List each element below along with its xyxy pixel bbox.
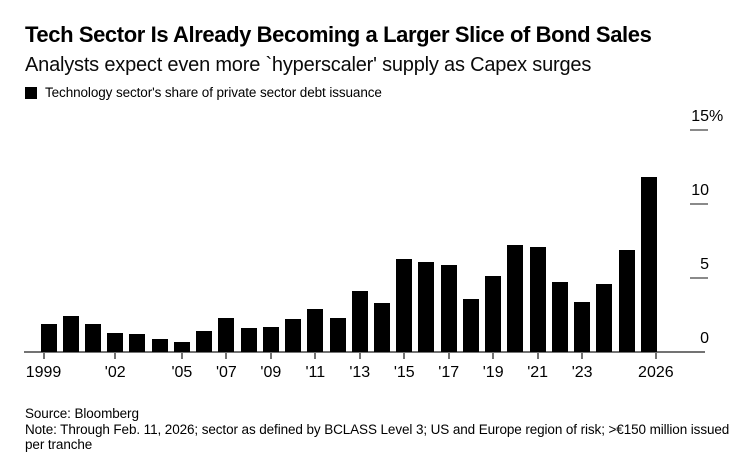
x-tick-mark-2009 [269,353,272,359]
x-tick-mark-2002 [114,353,117,359]
bar-2014 [374,303,391,352]
bar-2023 [574,301,591,352]
bar-2007 [218,317,235,352]
x-tick-mark-2019 [492,353,495,359]
bar-2020 [507,245,524,352]
x-tick-label-2026: 2026 [638,364,674,381]
x-tick-label-1999: 1999 [25,364,62,381]
x-tick-label-2009: '09 [260,364,282,381]
x-tick-mark-2017 [447,353,450,359]
bar-2017 [440,264,457,352]
legend-label: Technology sector's share of private sec… [45,85,382,100]
x-tick-mark-2015 [403,353,406,359]
x-axis-baseline [24,351,705,353]
bar-2009 [262,326,279,352]
y-tick-dash-10 [690,202,708,205]
bar-2015 [396,258,413,352]
x-tick-mark-2026 [654,353,657,359]
bar-2026 [640,177,657,352]
bar-2005 [173,341,190,352]
bar-2001 [84,323,101,352]
legend-swatch-icon [25,86,37,99]
bar-2006 [196,331,213,352]
x-tick-label-2007: '07 [215,364,237,381]
x-tick-label-2002: '02 [104,364,126,381]
chart-title: Tech Sector Is Already Becoming a Larger… [25,22,652,47]
x-tick-mark-1999 [42,353,45,359]
bar-2025 [618,249,635,352]
y-tick-dash-15 [690,128,708,131]
bar-2002 [107,332,124,352]
x-tick-mark-2021 [536,353,539,359]
bar-2011 [307,309,324,352]
bar-2003 [129,334,146,352]
legend: Technology sector's share of private sec… [25,85,382,100]
bar-1999 [40,323,57,352]
x-tick-mark-2007 [225,353,228,359]
bar-2021 [529,246,546,352]
x-tick-mark-2005 [180,353,183,359]
chart-subtitle: Analysts expect even more `hyperscaler' … [25,54,592,76]
bar-2012 [329,317,346,352]
bar-2000 [62,316,79,352]
y-tick-label-5: 5 [700,255,709,273]
chart-footnotes: Source: Bloomberg Note: Through Feb. 11,… [25,406,739,453]
source-note: Source: Bloomberg [25,406,139,421]
x-tick-label-2011: '11 [305,364,326,381]
x-tick-label-2013: '13 [349,364,371,381]
x-tick-mark-2011 [314,353,317,359]
x-tick-label-2019: '19 [482,364,504,381]
bar-2024 [596,283,613,352]
bar-2004 [151,338,168,352]
x-tick-label-2023: '23 [571,364,593,381]
y-tick-dash-5 [690,276,708,279]
x-tick-label-2015: '15 [393,364,415,381]
bar-2016 [418,261,435,352]
bar-2019 [485,276,502,352]
bar-2008 [240,328,257,352]
methodology-note: Note: Through Feb. 11, 2026; sector as d… [25,421,730,453]
x-tick-mark-2023 [581,353,584,359]
bar-2018 [462,298,479,352]
y-tick-label-10: 10 [691,181,709,199]
y-tick-label-0: 0 [700,330,709,347]
bar-2022 [551,282,568,352]
x-tick-label-2005: '05 [171,364,193,381]
y-tick-label-15: 15% [691,107,724,125]
x-tick-label-2017: '17 [438,364,460,381]
x-tick-mark-2013 [358,353,361,359]
x-tick-label-2021: '21 [527,364,549,381]
bar-2010 [285,319,302,352]
bar-2013 [351,291,368,352]
